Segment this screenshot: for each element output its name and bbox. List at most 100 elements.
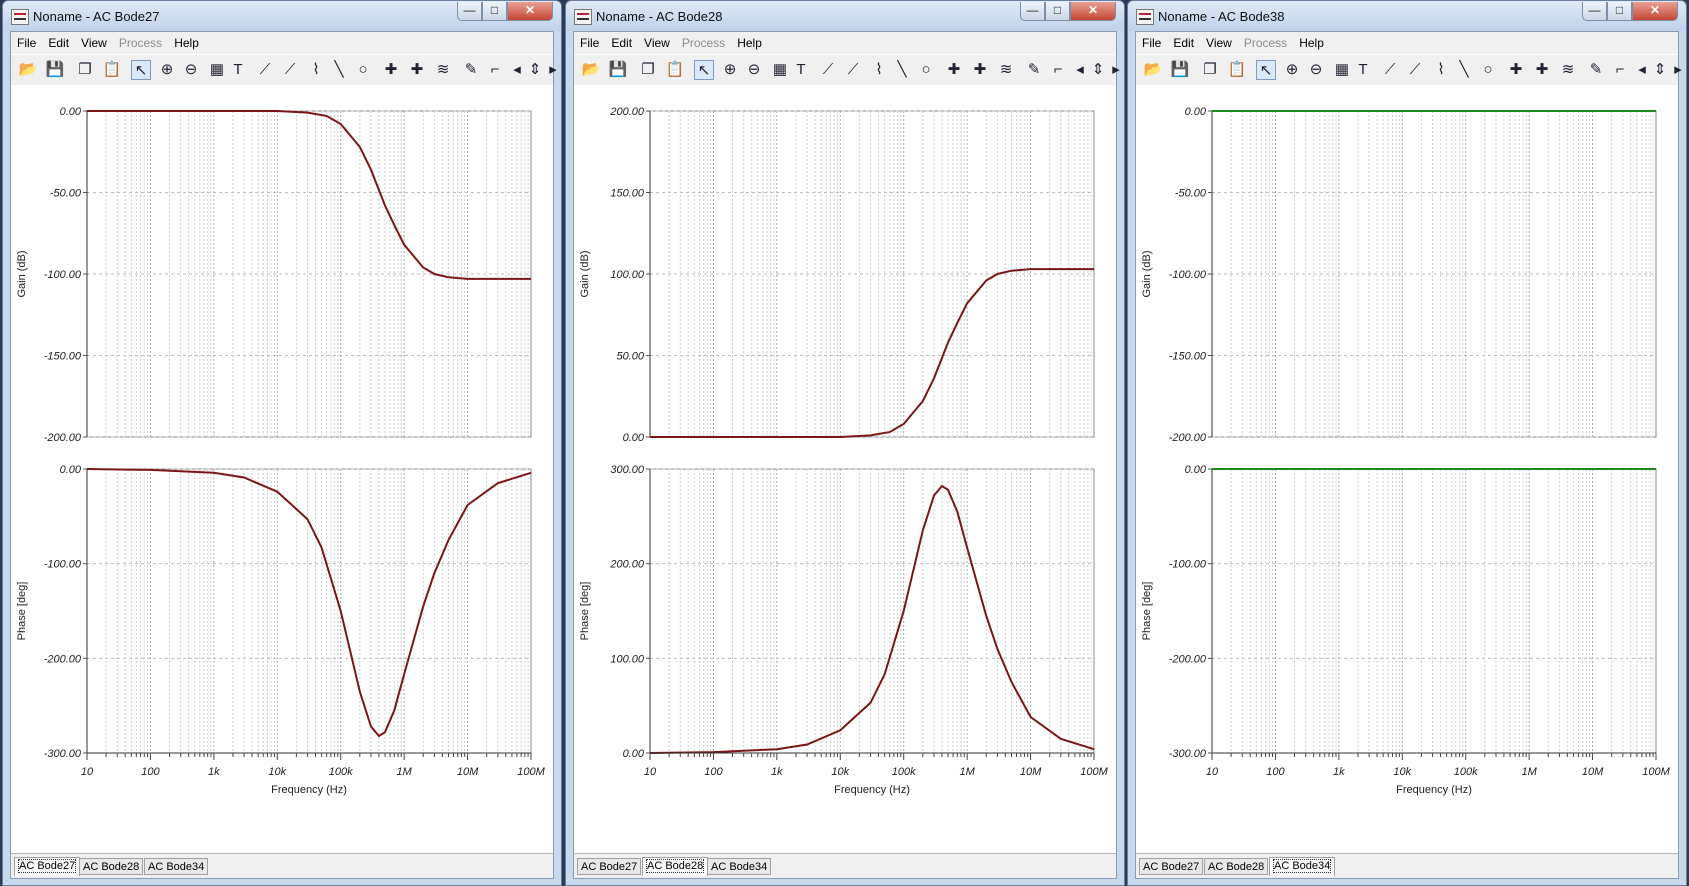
menu-file[interactable]: File xyxy=(1142,36,1162,50)
title-bar[interactable]: Noname - AC Bode27 — □ ✕ xyxy=(3,1,561,31)
marker-a-icon[interactable]: ✚ xyxy=(947,61,961,78)
open-folder-icon[interactable]: 📂 xyxy=(18,61,38,78)
marker-b-icon[interactable]: ✚ xyxy=(1535,61,1549,78)
arrow-updown-icon[interactable]: ⇕ xyxy=(1653,61,1667,78)
cursor-b-icon[interactable]: ⟋ xyxy=(847,61,859,78)
grid-icon[interactable]: ▦ xyxy=(1334,61,1350,78)
zoom-out-icon[interactable]: ⊖ xyxy=(1309,61,1323,78)
pointer-icon[interactable]: ↖ xyxy=(131,60,151,80)
bode-window[interactable]: Noname - AC Bode38 — □ ✕ File Edit View Process… xyxy=(1127,0,1687,886)
text-icon[interactable]: T xyxy=(796,61,806,78)
step-icon[interactable]: ⌐ xyxy=(490,61,500,78)
probe-icon[interactable]: ✎ xyxy=(1027,61,1041,78)
tab-ac-bode34[interactable]: AC Bode34 xyxy=(1269,857,1336,876)
probe-icon[interactable]: ✎ xyxy=(464,61,478,78)
cursor-b-icon[interactable]: ⟋ xyxy=(1409,61,1421,78)
cursor-a-icon[interactable]: ⟋ xyxy=(822,61,834,78)
minimize-button[interactable]: — xyxy=(457,2,482,21)
tab-ac-bode34[interactable]: AC Bode34 xyxy=(707,858,772,875)
arrow-right-icon[interactable]: ▸ xyxy=(1674,61,1682,78)
menu-process[interactable]: Process xyxy=(1243,36,1288,50)
bode-window[interactable]: Noname - AC Bode27 — □ ✕ File Edit View Process… xyxy=(2,0,562,886)
text-icon[interactable]: T xyxy=(233,61,243,78)
paste-icon[interactable]: 📋 xyxy=(1227,61,1247,78)
line-icon[interactable]: ╲ xyxy=(334,61,344,78)
measure-icon[interactable]: ⌇ xyxy=(1437,61,1445,78)
tab-ac-bode28[interactable]: AC Bode28 xyxy=(1204,858,1269,875)
tab-ac-bode28[interactable]: AC Bode28 xyxy=(79,858,144,875)
step-icon[interactable]: ⌐ xyxy=(1053,61,1063,78)
copy-icon[interactable]: ❐ xyxy=(641,61,655,78)
menu-process[interactable]: Process xyxy=(118,36,163,50)
wave-icon[interactable]: ≋ xyxy=(1561,61,1575,78)
grid-icon[interactable]: ▦ xyxy=(209,61,225,78)
zoom-out-icon[interactable]: ⊖ xyxy=(747,61,761,78)
zoom-out-icon[interactable]: ⊖ xyxy=(184,61,198,78)
menu-help[interactable]: Help xyxy=(174,36,199,50)
zoom-in-icon[interactable]: ⊕ xyxy=(160,61,174,78)
arrow-right-icon[interactable]: ▸ xyxy=(549,61,557,78)
menu-view[interactable]: View xyxy=(81,36,107,50)
text-icon[interactable]: T xyxy=(1358,61,1368,78)
maximize-button[interactable]: □ xyxy=(1045,2,1070,21)
arrow-updown-icon[interactable]: ⇕ xyxy=(1091,61,1105,78)
marker-b-icon[interactable]: ✚ xyxy=(410,61,424,78)
menu-edit[interactable]: Edit xyxy=(1173,36,1195,50)
circle-icon[interactable]: ○ xyxy=(1483,61,1493,78)
marker-a-icon[interactable]: ✚ xyxy=(384,61,398,78)
paste-icon[interactable]: 📋 xyxy=(102,61,122,78)
grid-icon[interactable]: ▦ xyxy=(772,61,788,78)
menu-view[interactable]: View xyxy=(1206,36,1232,50)
arrow-left-icon[interactable]: ◂ xyxy=(1076,61,1084,78)
copy-icon[interactable]: ❐ xyxy=(1203,61,1217,78)
marker-a-icon[interactable]: ✚ xyxy=(1509,61,1523,78)
wave-icon[interactable]: ≋ xyxy=(999,61,1013,78)
tab-ac-bode27[interactable]: AC Bode27 xyxy=(14,857,81,876)
menu-help[interactable]: Help xyxy=(1299,36,1324,50)
open-folder-icon[interactable]: 📂 xyxy=(1143,61,1163,78)
measure-icon[interactable]: ⌇ xyxy=(312,61,320,78)
pointer-icon[interactable]: ↖ xyxy=(694,60,714,80)
step-icon[interactable]: ⌐ xyxy=(1615,61,1625,78)
circle-icon[interactable]: ○ xyxy=(921,61,931,78)
cursor-a-icon[interactable]: ⟋ xyxy=(259,61,271,78)
tab-ac-bode28[interactable]: AC Bode28 xyxy=(642,857,709,876)
copy-icon[interactable]: ❐ xyxy=(78,61,92,78)
zoom-in-icon[interactable]: ⊕ xyxy=(723,61,737,78)
minimize-button[interactable]: — xyxy=(1582,2,1607,21)
tab-ac-bode34[interactable]: AC Bode34 xyxy=(144,858,209,875)
close-button[interactable]: ✕ xyxy=(507,2,553,21)
close-button[interactable]: ✕ xyxy=(1070,2,1116,21)
menu-help[interactable]: Help xyxy=(737,36,762,50)
paste-icon[interactable]: 📋 xyxy=(665,61,685,78)
menu-file[interactable]: File xyxy=(580,36,600,50)
tab-ac-bode27[interactable]: AC Bode27 xyxy=(577,858,642,875)
title-bar[interactable]: Noname - AC Bode38 — □ ✕ xyxy=(1128,1,1686,31)
menu-file[interactable]: File xyxy=(17,36,37,50)
measure-icon[interactable]: ⌇ xyxy=(875,61,883,78)
line-icon[interactable]: ╲ xyxy=(897,61,907,78)
save-icon[interactable]: 💾 xyxy=(45,61,65,78)
menu-process[interactable]: Process xyxy=(681,36,726,50)
tab-ac-bode27[interactable]: AC Bode27 xyxy=(1139,858,1204,875)
arrow-updown-icon[interactable]: ⇕ xyxy=(528,61,542,78)
arrow-left-icon[interactable]: ◂ xyxy=(1638,61,1646,78)
pointer-icon[interactable]: ↖ xyxy=(1256,60,1276,80)
maximize-button[interactable]: □ xyxy=(1607,2,1632,21)
arrow-left-icon[interactable]: ◂ xyxy=(513,61,521,78)
save-icon[interactable]: 💾 xyxy=(608,61,628,78)
bode-window[interactable]: Noname - AC Bode28 — □ ✕ File Edit View Process… xyxy=(565,0,1125,886)
menu-edit[interactable]: Edit xyxy=(48,36,70,50)
line-icon[interactable]: ╲ xyxy=(1459,61,1469,78)
cursor-b-icon[interactable]: ⟋ xyxy=(284,61,296,78)
minimize-button[interactable]: — xyxy=(1020,2,1045,21)
title-bar[interactable]: Noname - AC Bode28 — □ ✕ xyxy=(566,1,1124,31)
cursor-a-icon[interactable]: ⟋ xyxy=(1384,61,1396,78)
save-icon[interactable]: 💾 xyxy=(1170,61,1190,78)
open-folder-icon[interactable]: 📂 xyxy=(581,61,601,78)
menu-view[interactable]: View xyxy=(644,36,670,50)
marker-b-icon[interactable]: ✚ xyxy=(973,61,987,78)
arrow-right-icon[interactable]: ▸ xyxy=(1112,61,1120,78)
zoom-in-icon[interactable]: ⊕ xyxy=(1285,61,1299,78)
menu-edit[interactable]: Edit xyxy=(611,36,633,50)
